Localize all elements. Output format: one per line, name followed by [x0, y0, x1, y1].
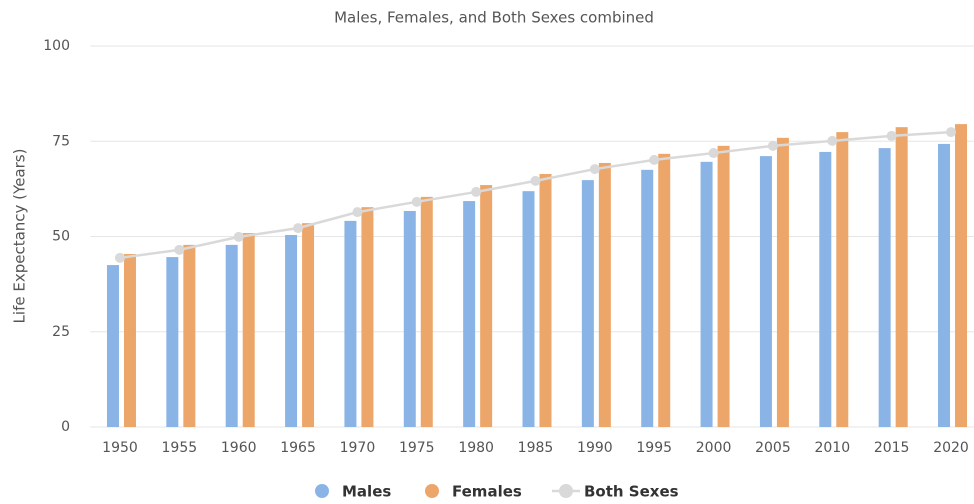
bar	[522, 191, 535, 427]
line-point	[708, 148, 719, 159]
x-tick-label: 1970	[340, 440, 376, 456]
bar	[938, 143, 951, 428]
line-point	[293, 223, 304, 234]
x-tick-label: 1990	[577, 440, 613, 456]
y-tick-label: 0	[61, 419, 70, 435]
x-tick-label: 2000	[696, 440, 732, 456]
bar	[123, 254, 136, 427]
x-tick-label: 1965	[280, 440, 316, 456]
line-point	[589, 164, 600, 175]
bar	[463, 201, 476, 427]
x-tick-label: 2010	[814, 440, 850, 456]
bar	[403, 210, 416, 427]
bar	[836, 132, 849, 427]
y-tick-label: 50	[52, 229, 70, 245]
x-tick-label: 1975	[399, 440, 435, 456]
bar	[700, 161, 713, 427]
x-tick-label: 2015	[874, 440, 910, 456]
bar	[759, 156, 772, 427]
bar	[955, 124, 968, 427]
bar	[819, 151, 832, 427]
legend-label: Females	[452, 483, 522, 501]
bar	[658, 153, 671, 427]
bar	[641, 169, 654, 427]
bar	[598, 162, 611, 428]
x-tick-label: 2005	[755, 440, 791, 456]
x-tick-label: 1955	[162, 440, 198, 456]
chart-title: Males, Females, and Both Sexes combined	[334, 9, 654, 27]
legend-marker	[315, 484, 329, 498]
x-tick-label: 1985	[518, 440, 554, 456]
bar	[344, 220, 357, 427]
x-tick-label: 1995	[636, 440, 672, 456]
bar	[480, 185, 493, 427]
y-tick-label: 100	[43, 38, 70, 54]
legend-marker	[425, 484, 439, 498]
bar	[242, 233, 255, 427]
line-point	[946, 127, 957, 138]
bar	[539, 174, 552, 427]
line-point	[114, 252, 125, 263]
bar	[106, 265, 119, 427]
bar	[302, 223, 315, 427]
bar	[895, 127, 908, 427]
bar	[225, 244, 238, 427]
bar	[285, 234, 298, 427]
x-tick-label: 2020	[933, 440, 969, 456]
line-point	[471, 186, 482, 197]
line-point	[352, 207, 363, 218]
line-point	[767, 140, 778, 151]
x-tick-label: 1960	[221, 440, 257, 456]
line-point	[649, 154, 660, 165]
bar	[581, 180, 594, 427]
line-point	[233, 231, 244, 242]
bar	[183, 244, 196, 427]
legend-label: Males	[342, 483, 391, 501]
line-point	[530, 175, 541, 186]
bar	[361, 207, 374, 427]
bar	[166, 257, 179, 427]
line-point	[827, 135, 838, 146]
line-point	[174, 244, 185, 255]
y-tick-label: 75	[52, 133, 70, 149]
x-tick-label: 1950	[102, 440, 138, 456]
line-point	[886, 130, 897, 141]
legend-label: Both Sexes	[584, 483, 679, 501]
line-point	[411, 196, 422, 207]
y-axis-label: Life Expectancy (Years)	[11, 149, 29, 324]
bar	[717, 145, 730, 427]
y-tick-label: 25	[52, 324, 70, 340]
legend-marker	[559, 484, 573, 498]
x-tick-label: 1980	[458, 440, 494, 456]
bar	[776, 137, 789, 428]
bar	[878, 148, 891, 427]
bar	[420, 196, 433, 427]
